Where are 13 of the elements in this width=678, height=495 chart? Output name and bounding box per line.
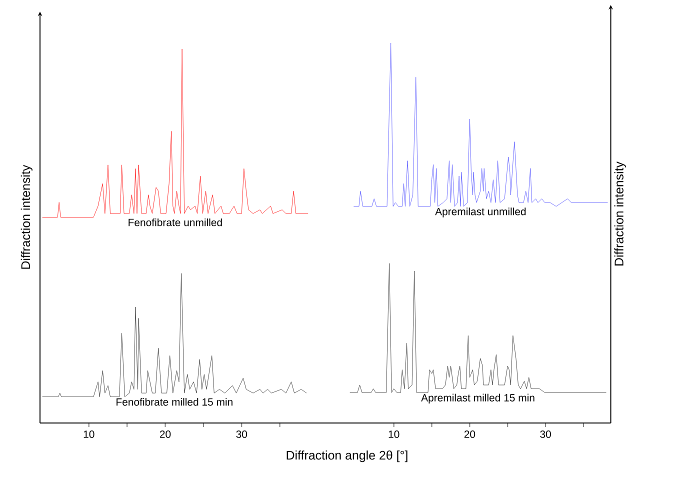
series-label: Apremilast unmilled bbox=[435, 208, 526, 218]
x-tick-label: 20 bbox=[160, 430, 171, 438]
y-axis-title: Diffraction intensity bbox=[614, 162, 626, 266]
series-label: Fenofibrate milled 15 min bbox=[116, 398, 232, 406]
series-label: Fenofibrate unmilled bbox=[128, 218, 222, 226]
series-label: Apremilast milled 15 min bbox=[421, 394, 534, 404]
x-tick-label: 20 bbox=[464, 430, 476, 438]
x-tick-label: 10 bbox=[388, 430, 400, 438]
y-axis-title: Diffraction intensity bbox=[20, 164, 32, 269]
x-axis-title: Diffraction angle 2θ [°] bbox=[286, 450, 408, 462]
x-tick-label: 30 bbox=[540, 430, 551, 438]
x-tick-label: 10 bbox=[84, 430, 94, 438]
x-tick-label: 30 bbox=[236, 430, 248, 438]
